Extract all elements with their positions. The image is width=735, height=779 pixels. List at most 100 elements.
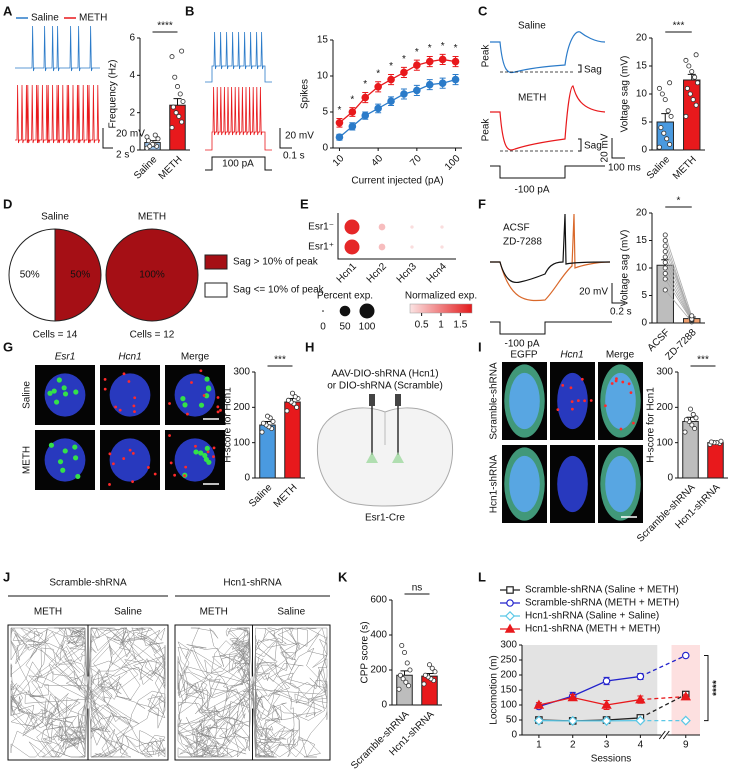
esr1-puncta bbox=[60, 467, 66, 473]
hcn1-puncta bbox=[216, 405, 220, 409]
bar bbox=[284, 401, 301, 479]
series-line bbox=[339, 58, 456, 124]
hcn1-puncta bbox=[212, 455, 215, 459]
data-point bbox=[690, 97, 696, 103]
x-tick-label: 40 bbox=[369, 153, 385, 169]
scale-bar bbox=[611, 138, 625, 159]
panel-label: J bbox=[3, 569, 10, 584]
esr1-puncta bbox=[72, 444, 78, 450]
hcn1-puncta bbox=[610, 382, 614, 385]
data-point bbox=[152, 132, 158, 138]
pair-line bbox=[664, 234, 693, 316]
esr1-puncta bbox=[62, 391, 69, 397]
marker bbox=[348, 108, 357, 116]
hcn1-puncta bbox=[621, 380, 625, 384]
marker bbox=[567, 692, 578, 702]
scale-label: 20 mV bbox=[116, 129, 145, 140]
hcn1-puncta bbox=[168, 402, 171, 405]
hcn1-puncta bbox=[103, 387, 107, 391]
x-tick-label: 70 bbox=[408, 153, 424, 169]
data-point bbox=[399, 643, 405, 649]
scale-label: 2 s bbox=[116, 150, 129, 161]
data-point bbox=[294, 404, 300, 410]
y-tick-label: 0 bbox=[667, 473, 673, 484]
data-point bbox=[662, 97, 668, 103]
size-legend-dot bbox=[322, 310, 324, 312]
trace bbox=[490, 321, 612, 335]
data-point bbox=[401, 650, 407, 656]
y-tick-label: 50 bbox=[506, 715, 518, 726]
hcn1-puncta bbox=[216, 396, 220, 399]
data-point bbox=[687, 91, 693, 97]
marker bbox=[635, 715, 646, 726]
hcn1-puncta bbox=[561, 384, 565, 387]
pie-note: Cells = 14 bbox=[33, 330, 78, 341]
data-point bbox=[180, 98, 186, 104]
panel-label: L bbox=[478, 569, 486, 584]
hcn1-puncta bbox=[570, 407, 574, 411]
side-label: Saline bbox=[114, 607, 142, 618]
y-tick-label: 4 bbox=[129, 70, 135, 81]
y-axis-label: H-score for Hcn1 bbox=[223, 387, 234, 463]
y-tick-label: 0 bbox=[511, 730, 517, 741]
y-tick-label: 400 bbox=[370, 630, 387, 641]
legend-label: METH bbox=[79, 13, 107, 24]
x-tick-label: 2 bbox=[570, 740, 576, 751]
hcn1-puncta bbox=[184, 465, 188, 469]
significance: *** bbox=[274, 355, 286, 366]
scale-bar bbox=[611, 283, 625, 304]
esr1-puncta bbox=[47, 390, 53, 396]
y-tick-label: 0 bbox=[129, 145, 135, 156]
pair-line bbox=[664, 262, 693, 319]
esr1-puncta bbox=[48, 442, 55, 448]
series-line-dashed bbox=[640, 695, 686, 701]
column-label: Merge bbox=[606, 350, 635, 361]
side-label: METH bbox=[34, 607, 62, 618]
trace bbox=[205, 156, 272, 171]
data-point bbox=[665, 108, 671, 114]
size-legend-title: Percent exp. bbox=[317, 291, 373, 302]
series-line bbox=[339, 78, 456, 138]
pair-line bbox=[664, 256, 693, 318]
legend-swatch bbox=[204, 282, 228, 298]
trace bbox=[490, 213, 611, 302]
y-tick-label: 20 bbox=[636, 33, 648, 44]
data-point bbox=[404, 660, 410, 666]
data-point bbox=[422, 672, 428, 678]
hcn1-puncta bbox=[619, 427, 623, 431]
data-point bbox=[683, 417, 689, 423]
y-tick-label: 100 bbox=[500, 700, 517, 711]
dot bbox=[410, 245, 414, 249]
esr1-puncta bbox=[51, 388, 57, 394]
x-tick-label: Hcn2 bbox=[365, 261, 390, 286]
marker bbox=[533, 715, 544, 726]
significance: **** bbox=[157, 21, 173, 32]
trace-label: Saline bbox=[518, 21, 546, 32]
hcn1-puncta bbox=[153, 472, 157, 476]
hcn1-puncta bbox=[615, 377, 618, 381]
nucleus bbox=[109, 373, 151, 417]
data-point bbox=[400, 676, 406, 682]
data-point bbox=[403, 679, 409, 685]
scale-label: 0.1 s bbox=[283, 151, 305, 162]
hcn1-puncta bbox=[118, 408, 122, 412]
y-tick-label: 20 bbox=[636, 208, 648, 219]
mouse-label: Esr1-Cre bbox=[365, 513, 405, 524]
column-label: Merge bbox=[181, 352, 210, 363]
data-point bbox=[667, 141, 673, 147]
nucleus bbox=[605, 455, 636, 513]
x-tick-label: 9 bbox=[683, 740, 689, 751]
data-point bbox=[259, 429, 265, 435]
data-point bbox=[662, 243, 668, 249]
marker bbox=[413, 61, 421, 69]
data-point bbox=[662, 237, 668, 243]
panel-label: A bbox=[3, 3, 13, 18]
hcn1-puncta bbox=[127, 380, 131, 383]
marker bbox=[400, 90, 408, 98]
y-tick-label: 10 bbox=[636, 89, 648, 100]
significance: * bbox=[350, 94, 354, 105]
data-point bbox=[656, 85, 662, 91]
marker bbox=[506, 599, 514, 607]
legend-swatch bbox=[204, 254, 228, 270]
marker bbox=[451, 57, 460, 66]
